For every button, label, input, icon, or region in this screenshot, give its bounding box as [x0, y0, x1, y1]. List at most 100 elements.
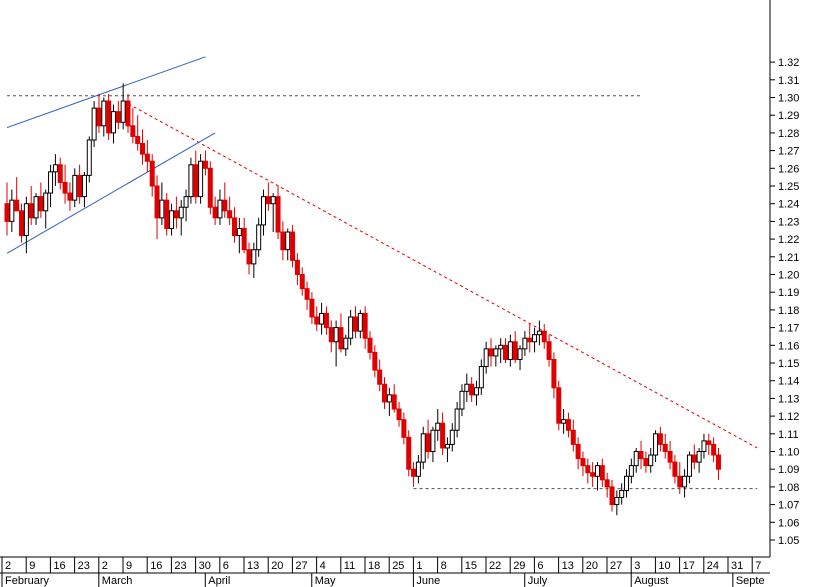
candle [159, 182, 165, 225]
candle [624, 469, 630, 498]
candle-body [556, 387, 562, 424]
candle-body [91, 107, 97, 141]
candle-body [415, 461, 421, 477]
candle-body [33, 196, 39, 219]
candle-body [711, 443, 717, 456]
x-tick-label: 9 [126, 560, 132, 572]
trendline-channel-upper [6, 56, 206, 129]
candles [4, 83, 721, 516]
candle-body [9, 199, 15, 222]
candle-body [62, 181, 68, 194]
x-tick-label: 23 [78, 560, 90, 572]
candle [14, 177, 20, 212]
candle [246, 242, 252, 275]
candle [594, 462, 600, 491]
candle [23, 196, 29, 254]
y-tick-label: 1.14 [778, 376, 799, 388]
y-axis-ticks: 1.05 1.06 1.07 1.08 1.09 1.10 1.11 1.12 1.13 1.14… [770, 57, 799, 547]
candle-body [522, 337, 528, 350]
candle-body [575, 443, 581, 460]
candle-body [430, 429, 436, 453]
y-tick-label: 1.24 [778, 199, 799, 211]
candle [435, 409, 441, 441]
candle [149, 154, 155, 197]
candle [81, 171, 87, 208]
candle-body [280, 231, 286, 251]
candle-body [444, 443, 450, 449]
candle-body [657, 433, 663, 445]
candle [304, 281, 310, 310]
x-tick-label: 22 [489, 560, 501, 572]
x-tick-label: 6 [537, 560, 543, 572]
candle [503, 338, 509, 363]
candle [135, 115, 141, 151]
candle-body [270, 196, 276, 205]
month-label: May [315, 575, 336, 587]
candle-body [507, 341, 513, 360]
candle-body [619, 489, 625, 499]
candle [420, 426, 426, 470]
candle-body [275, 196, 281, 233]
candle-body [367, 337, 373, 353]
candle-body [614, 497, 620, 506]
candle-body [401, 419, 407, 438]
x-tick-label: 4 [320, 560, 326, 572]
candle [507, 334, 513, 367]
candle [338, 313, 344, 353]
candle-body [19, 210, 25, 237]
candle-body [290, 231, 296, 261]
candle [628, 458, 634, 484]
candle [377, 359, 383, 392]
candle-body [541, 330, 547, 343]
y-tick-label: 1.19 [778, 287, 799, 299]
candle [207, 161, 213, 215]
candle-body [261, 196, 267, 226]
candle-body [202, 160, 208, 169]
candle-body [667, 451, 673, 463]
candle-body [512, 341, 518, 360]
candle-body [173, 210, 179, 219]
candle [396, 401, 402, 427]
candle-body [86, 139, 92, 176]
candle-body [72, 174, 78, 201]
candle-body [527, 337, 533, 343]
candle [236, 217, 242, 254]
candle-body [493, 348, 499, 357]
y-tick-label: 1.11 [778, 429, 799, 441]
candle-body [169, 210, 175, 229]
candle [440, 412, 446, 456]
candle-body [43, 192, 49, 212]
candle-body [130, 125, 136, 137]
candle-body [348, 316, 354, 339]
x-tick-label: 20 [586, 560, 598, 572]
y-tick-label: 1.32 [778, 57, 799, 69]
candle [425, 419, 431, 459]
candle [367, 331, 373, 360]
candle [241, 217, 247, 254]
y-tick-label: 1.20 [778, 270, 799, 282]
month-label: April [208, 575, 230, 587]
candle [348, 309, 354, 346]
candle-body [265, 196, 271, 205]
candle [115, 101, 121, 130]
candle-body [14, 199, 20, 212]
y-tick-label: 1.18 [778, 305, 799, 317]
candle [43, 189, 49, 229]
candle-body [81, 174, 87, 198]
candle-body [357, 312, 363, 332]
trendline-resistance [122, 100, 758, 449]
candle-body [236, 227, 242, 237]
candle [57, 157, 63, 190]
candle-body [96, 107, 102, 127]
candle-body [319, 312, 325, 325]
candle [86, 136, 92, 183]
candle [386, 387, 392, 417]
candle [561, 409, 567, 434]
candle-body [638, 451, 644, 460]
candle-body [469, 383, 475, 396]
candle [614, 490, 620, 516]
candle-body [653, 433, 659, 456]
candle-body [251, 249, 257, 265]
candle [261, 189, 267, 236]
